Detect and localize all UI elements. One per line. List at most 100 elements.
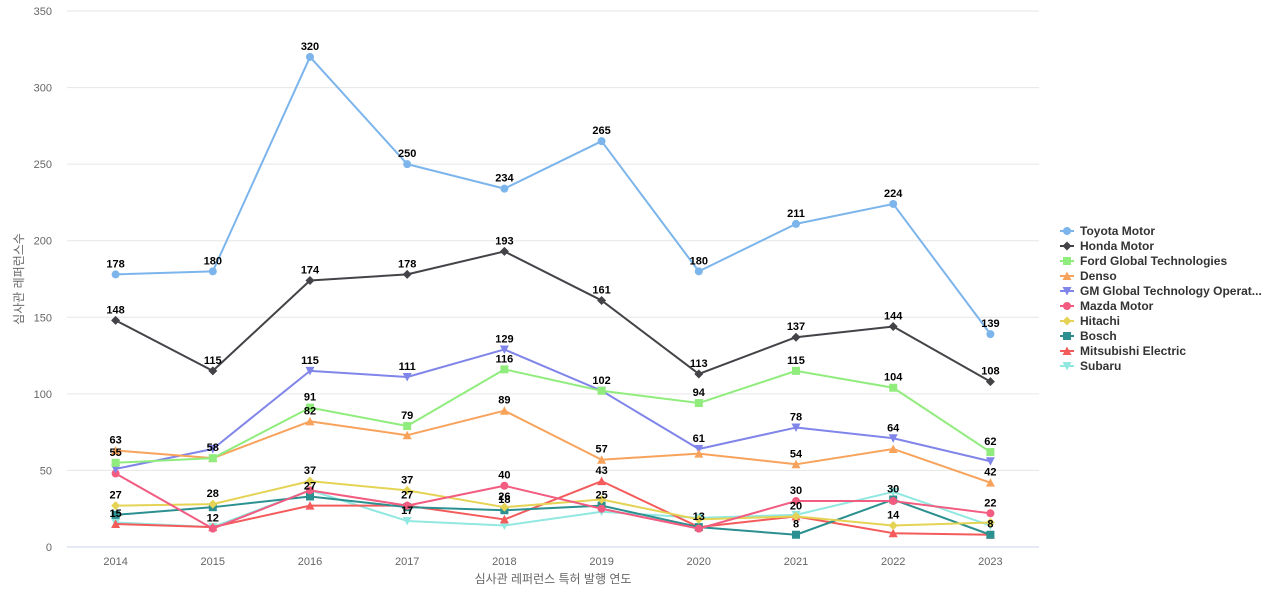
data-label: 20 xyxy=(790,500,802,512)
data-label: 43 xyxy=(595,465,607,477)
legend-item-toyota-motor[interactable]: Toyota Motor xyxy=(1060,224,1155,238)
data-label: 224 xyxy=(884,188,903,200)
legend-marker xyxy=(1062,362,1072,371)
data-label: 18 xyxy=(498,494,510,506)
data-point xyxy=(597,386,606,395)
legend-item-subaru[interactable]: Subaru xyxy=(1060,359,1121,373)
data-point xyxy=(208,499,218,509)
data-point xyxy=(111,519,121,529)
data-label: 27 xyxy=(401,490,413,502)
data-label: 115 xyxy=(787,355,805,367)
legend-marker xyxy=(1063,257,1071,265)
data-label: 102 xyxy=(592,375,610,387)
data-label: 161 xyxy=(592,284,610,296)
data-label: 8 xyxy=(987,519,993,531)
series-line xyxy=(114,472,992,530)
data-label: 82 xyxy=(304,405,316,417)
data-label: 144 xyxy=(884,310,903,322)
series-line xyxy=(114,368,992,464)
data-point xyxy=(986,330,995,339)
legend-label: Toyota Motor xyxy=(1080,224,1155,238)
series-ford-global-technologies xyxy=(111,365,995,467)
data-point xyxy=(305,276,315,286)
series-line xyxy=(114,480,992,536)
data-label: 180 xyxy=(204,255,222,267)
x-tick-label: 2017 xyxy=(395,556,419,568)
data-point xyxy=(499,246,509,256)
data-point xyxy=(791,511,801,521)
data-point xyxy=(208,267,217,276)
series-honda-motor xyxy=(111,246,995,387)
data-point xyxy=(499,521,509,531)
legend-label: Mazda Motor xyxy=(1080,299,1154,313)
series-layer xyxy=(111,52,995,539)
series-line xyxy=(114,55,992,336)
data-point xyxy=(889,199,898,208)
data-point xyxy=(597,455,607,464)
data-label: 14 xyxy=(887,510,900,522)
data-label: 178 xyxy=(398,258,416,270)
legend-marker xyxy=(1062,241,1072,251)
legend-marker xyxy=(1062,316,1072,326)
data-point xyxy=(888,487,898,497)
data-label: 40 xyxy=(498,470,510,482)
data-label: 139 xyxy=(981,318,999,330)
series-line xyxy=(114,495,992,536)
data-label: 78 xyxy=(790,412,802,424)
data-label: 89 xyxy=(498,395,510,407)
data-point xyxy=(889,497,898,506)
y-tick-label: 50 xyxy=(40,465,52,477)
data-point xyxy=(985,377,995,387)
data-point xyxy=(306,52,314,61)
series-gm-global-technology-operat xyxy=(111,345,995,474)
legend-item-gm-global-technology-operat[interactable]: GM Global Technology Operat... xyxy=(1060,284,1262,298)
data-point xyxy=(208,366,218,376)
data-label: 174 xyxy=(301,265,320,277)
series-line xyxy=(114,480,992,527)
data-point xyxy=(986,448,995,457)
data-point xyxy=(111,469,120,478)
data-label: 320 xyxy=(301,41,319,53)
data-label: 28 xyxy=(207,488,219,500)
data-point xyxy=(597,504,606,513)
legend-label: Ford Global Technologies xyxy=(1080,254,1227,268)
data-point xyxy=(499,502,509,512)
data-point xyxy=(694,369,704,379)
data-label: 54 xyxy=(790,448,803,460)
legend-item-bosch[interactable]: Bosch xyxy=(1060,329,1117,343)
data-label: 104 xyxy=(884,372,903,384)
legend-item-mazda-motor[interactable]: Mazda Motor xyxy=(1060,299,1154,313)
data-point xyxy=(888,321,898,331)
legend-item-hitachi[interactable]: Hitachi xyxy=(1060,314,1120,328)
legend-item-mitsubishi-electric[interactable]: Mitsubishi Electric xyxy=(1060,344,1186,358)
data-label: 13 xyxy=(693,511,705,523)
legend-item-denso[interactable]: Denso xyxy=(1060,269,1117,283)
data-point xyxy=(500,184,509,193)
data-label: 25 xyxy=(595,490,607,502)
x-tick-label: 2016 xyxy=(298,556,322,568)
y-tick-label: 0 xyxy=(46,542,52,554)
x-tick-label: 2015 xyxy=(201,556,225,568)
data-label: 55 xyxy=(109,447,121,459)
data-label: 148 xyxy=(106,304,124,316)
legend-marker xyxy=(1063,227,1071,235)
series-line xyxy=(114,409,992,484)
data-point xyxy=(208,454,217,463)
data-label: 79 xyxy=(401,410,413,422)
data-point xyxy=(402,485,412,495)
legend-item-ford-global-technologies[interactable]: Ford Global Technologies xyxy=(1060,254,1227,268)
x-tick-label: 2021 xyxy=(784,556,808,568)
series-toyota-motor xyxy=(111,52,995,339)
data-point xyxy=(499,514,509,524)
legend-marker xyxy=(1062,287,1072,296)
legend-item-honda-motor[interactable]: Honda Motor xyxy=(1060,239,1154,253)
data-point xyxy=(403,160,412,169)
data-point xyxy=(208,444,218,454)
y-tick-label: 250 xyxy=(34,159,52,171)
legend-label: Honda Motor xyxy=(1080,239,1154,253)
data-label: 116 xyxy=(496,353,514,365)
data-point xyxy=(694,524,703,533)
data-label: 137 xyxy=(787,321,805,333)
data-point xyxy=(306,403,314,412)
